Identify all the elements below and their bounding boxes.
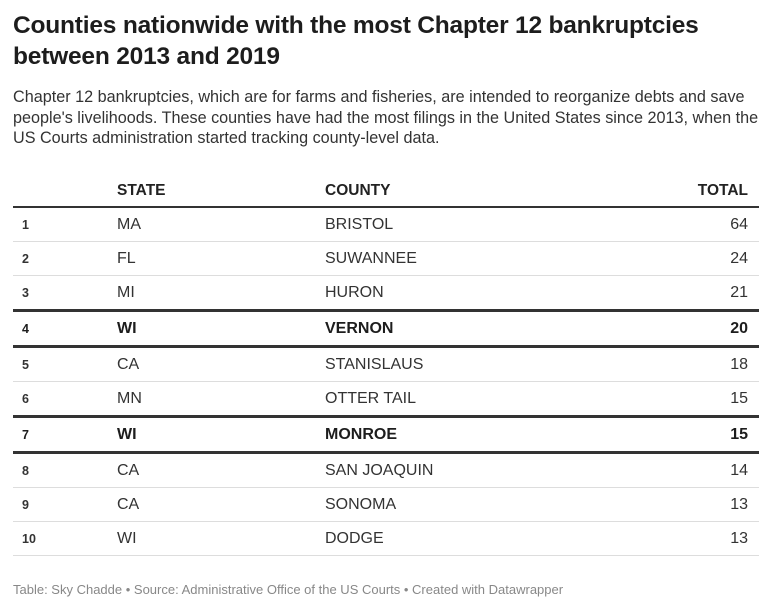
- total-cell: 21: [602, 275, 759, 311]
- state-cell: MI: [117, 275, 325, 311]
- rank-cell: 10: [13, 521, 117, 556]
- total-cell: 14: [602, 452, 759, 488]
- table-row: 1 MA BRISTOL 64: [13, 207, 759, 242]
- table-row: 4 WI VERNON 20: [13, 309, 759, 348]
- total-cell: 18: [602, 346, 759, 382]
- county-cell: DODGE: [325, 521, 603, 556]
- table-row: 8 CA SAN JOAQUIN 14: [13, 452, 759, 488]
- county-cell: SAN JOAQUIN: [325, 452, 603, 488]
- total-cell: 20: [602, 309, 759, 348]
- table-head: STATE COUNTY TOTAL: [13, 176, 759, 208]
- county-cell: OTTER TAIL: [325, 381, 603, 417]
- footer: Table: Sky Chadde • Source: Administrati…: [13, 582, 564, 597]
- county-cell: VERNON: [325, 309, 603, 348]
- state-cell: MN: [117, 381, 325, 417]
- rank-cell: 2: [13, 241, 117, 276]
- total-cell: 24: [602, 241, 759, 276]
- table-row: 6 MN OTTER TAIL 15: [13, 381, 759, 417]
- column-header: STATE: [117, 176, 325, 208]
- total-cell: 15: [602, 415, 759, 454]
- table-row: 3 MI HURON 21: [13, 275, 759, 311]
- state-cell: CA: [117, 487, 325, 522]
- header-row: STATE COUNTY TOTAL: [13, 176, 759, 208]
- state-cell: FL: [117, 241, 325, 276]
- state-cell: WI: [117, 309, 325, 348]
- rank-cell: 8: [13, 452, 117, 488]
- rank-cell: 9: [13, 487, 117, 522]
- table-row: 7 WI MONROE 15: [13, 415, 759, 454]
- table-row: 2 FL SUWANNEE 24: [13, 241, 759, 276]
- state-cell: CA: [117, 346, 325, 382]
- county-cell: HURON: [325, 275, 603, 311]
- total-cell: 64: [602, 207, 759, 242]
- total-cell: 15: [602, 381, 759, 417]
- column-header: COUNTY: [325, 176, 603, 208]
- rank-cell: 1: [13, 207, 117, 242]
- title: Counties nationwide with the most Chapte…: [13, 12, 699, 70]
- county-cell: MONROE: [325, 415, 603, 454]
- table-row: 5 CA STANISLAUS 18: [13, 346, 759, 382]
- county-cell: SONOMA: [325, 487, 603, 522]
- rank-cell: 3: [13, 275, 117, 311]
- state-cell: MA: [117, 207, 325, 242]
- state-cell: CA: [117, 452, 325, 488]
- table-body: 1 MA BRISTOL 64 2 FL SUWANNEE 24 3 MI HURON 21 4 WI VE…: [13, 207, 759, 556]
- state-cell: WI: [117, 521, 325, 556]
- description: Chapter 12 bankruptcies, which are for f…: [13, 88, 759, 147]
- rank-cell: 4: [13, 309, 117, 348]
- county-cell: STANISLAUS: [325, 346, 603, 382]
- county-cell: BRISTOL: [325, 207, 603, 242]
- rank-cell: 6: [13, 381, 117, 417]
- rank-cell: 7: [13, 415, 117, 454]
- county-cell: SUWANNEE: [325, 241, 603, 276]
- table: STATE COUNTY TOTAL 1 MA BRISTOL 64 2 FL SUWANN…: [13, 176, 759, 556]
- state-cell: WI: [117, 415, 325, 454]
- rank-header: [13, 176, 117, 208]
- rank-cell: 5: [13, 346, 117, 382]
- table-row: 9 CA SONOMA 13: [13, 487, 759, 522]
- total-cell: 13: [602, 521, 759, 556]
- column-header: TOTAL: [602, 176, 759, 208]
- table-row: 10 WI DODGE 13: [13, 521, 759, 556]
- total-cell: 13: [602, 487, 759, 522]
